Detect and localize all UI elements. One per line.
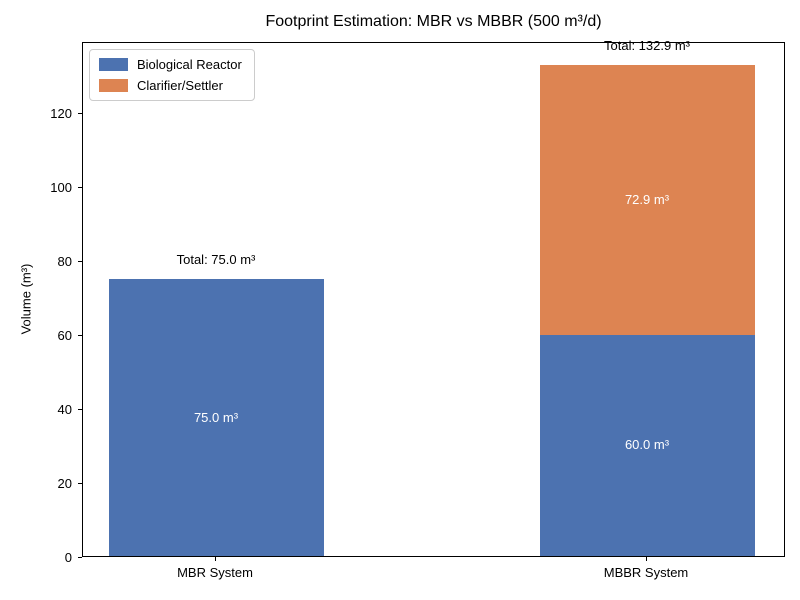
bar-segment-label: 72.9 m³ xyxy=(624,191,670,207)
bar-segment-label: 60.0 m³ xyxy=(624,437,670,453)
legend-label-clarifier-settler: Clarifier/Settler xyxy=(137,78,223,93)
y-tick-mark xyxy=(78,556,82,558)
legend-item-biological-reactor: Biological Reactor xyxy=(99,57,242,72)
y-tick-label: 20 xyxy=(57,475,72,491)
chart-title: Footprint Estimation: MBR vs MBBR (500 m… xyxy=(265,13,602,30)
y-tick-label: 0 xyxy=(64,549,72,565)
bar-segment-label: 75.0 m³ xyxy=(193,409,239,425)
legend: Biological Reactor Clarifier/Settler xyxy=(89,49,255,101)
x-tick-mark xyxy=(646,557,647,561)
y-tick-label: 60 xyxy=(57,327,72,343)
y-tick-label: 120 xyxy=(50,106,72,122)
x-tick-label: MBBR System xyxy=(603,565,689,580)
x-tick-label: MBR System xyxy=(177,565,253,580)
y-tick-mark xyxy=(78,482,82,484)
y-tick-mark xyxy=(78,187,82,189)
total-label: Total: 132.9 m³ xyxy=(604,38,690,54)
legend-swatch-biological-reactor xyxy=(99,58,128,71)
y-tick-mark xyxy=(78,408,82,410)
legend-item-clarifier-settler: Clarifier/Settler xyxy=(99,78,242,93)
y-tick-mark xyxy=(78,113,82,115)
y-tick-mark xyxy=(78,334,82,336)
y-axis-label: Volume (m³) xyxy=(18,263,34,335)
legend-label-biological-reactor: Biological Reactor xyxy=(137,57,242,72)
bar-segment-biological-reactor xyxy=(539,334,755,556)
y-tick-label: 40 xyxy=(57,401,72,417)
x-tick-mark xyxy=(215,557,216,561)
y-tick-label: 100 xyxy=(50,180,72,196)
bar-segment-biological-reactor xyxy=(108,279,324,556)
legend-swatch-clarifier-settler xyxy=(99,79,128,92)
y-tick-mark xyxy=(78,261,82,263)
bar-segment-clarifier-settler xyxy=(539,65,755,335)
y-tick-label: 80 xyxy=(57,254,72,270)
plot-area: Biological Reactor Clarifier/Settler 75.… xyxy=(82,38,785,557)
total-label: Total: 75.0 m³ xyxy=(176,252,256,268)
